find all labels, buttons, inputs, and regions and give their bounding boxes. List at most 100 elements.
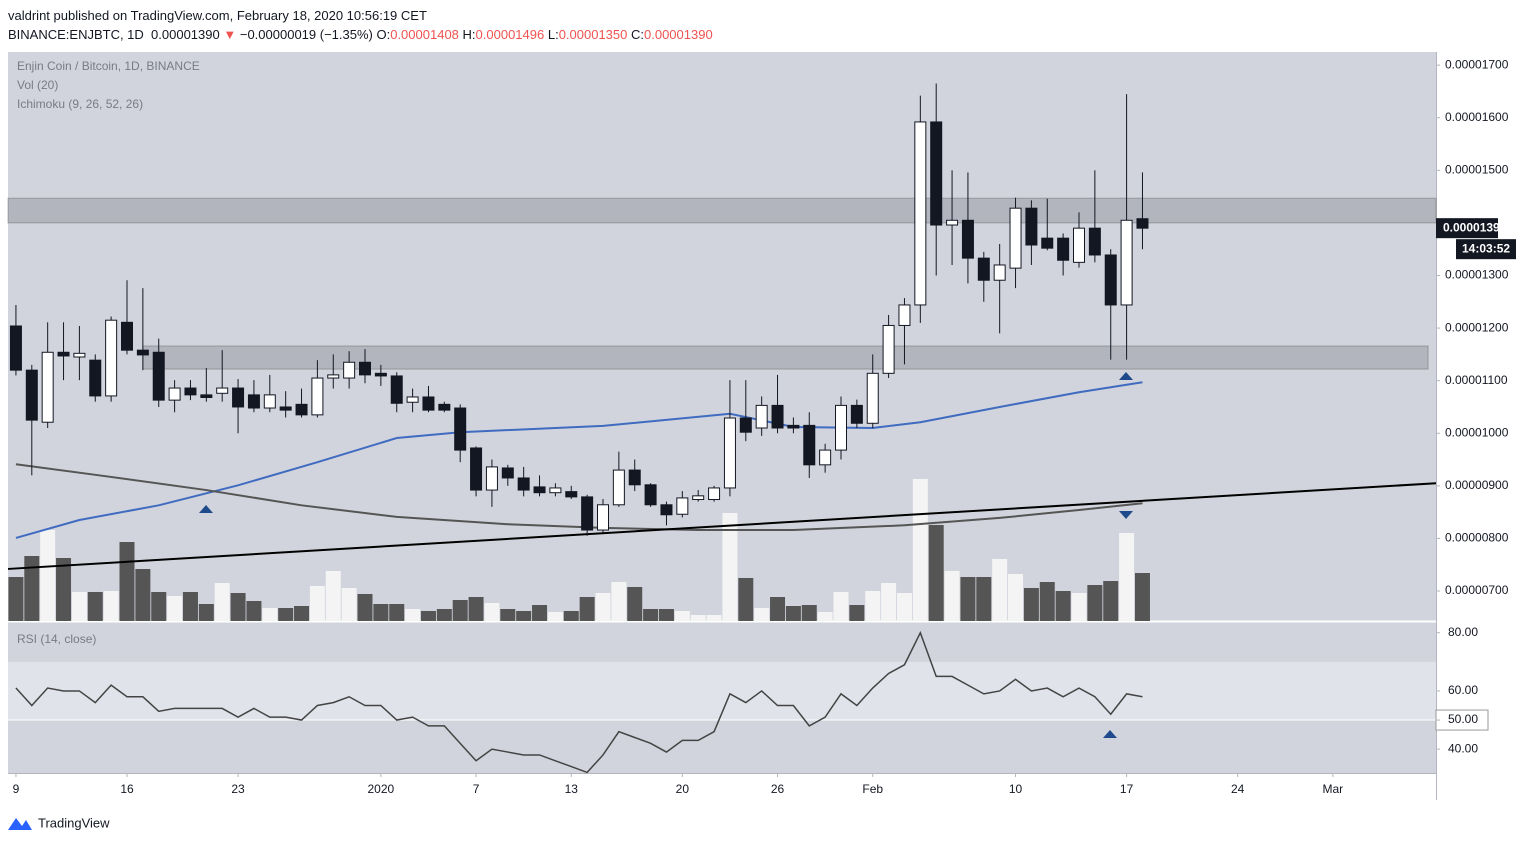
candle-body (422, 396, 435, 411)
volume-bar (706, 615, 722, 621)
header: valdrint published on TradingView.com, F… (8, 6, 713, 44)
x-tick-label: 17 (1120, 782, 1134, 796)
candle-body (755, 404, 768, 429)
x-tick-label: 10 (1009, 782, 1023, 796)
candle-body (660, 504, 673, 516)
volume-bar (690, 615, 706, 621)
candle-body (914, 121, 927, 306)
volume-bar (1055, 591, 1071, 621)
candle-body (930, 121, 943, 226)
volume-bar (1119, 533, 1135, 621)
candle-body (295, 403, 308, 416)
volume-bar (960, 577, 976, 621)
candle-body (279, 406, 292, 411)
volume-bar (516, 611, 532, 621)
volume-bar (1134, 573, 1150, 621)
candle-body (136, 349, 149, 356)
volume-bar (896, 593, 912, 621)
last-price-label: 0.00001390 (1443, 220, 1507, 234)
volume-bar (643, 609, 659, 621)
x-tick-label: 7 (473, 782, 480, 796)
candle-body (803, 424, 816, 466)
published-line: valdrint published on TradingView.com, F… (8, 8, 427, 23)
candle-body (676, 497, 689, 515)
volume-bar (1023, 588, 1039, 621)
volume-bar (658, 609, 674, 621)
volume-bar (294, 606, 310, 621)
candle-body (1120, 219, 1133, 306)
candle-body (1088, 227, 1101, 256)
candle-body (327, 374, 340, 379)
candle-body (565, 491, 578, 498)
o-key: O: (376, 27, 391, 42)
y-tick-label: 0.00000900 (1445, 478, 1509, 492)
volume-bar (579, 597, 595, 621)
countdown-box (1456, 239, 1516, 260)
candle-body (73, 352, 86, 358)
x-tick-label: 26 (771, 782, 785, 796)
volume-bar (944, 571, 960, 621)
candle-body (1073, 227, 1085, 263)
candle-body (247, 394, 260, 409)
x-tick-label: 9 (13, 782, 20, 796)
change: −0.00000019 (−1.35%) (239, 27, 373, 42)
volume-bar (24, 556, 40, 621)
candle-body (9, 325, 22, 371)
countdown: 14:03:52 (1462, 241, 1510, 255)
candle-body (977, 257, 990, 281)
y-tick-label: 0.00001200 (1445, 320, 1509, 334)
volume-bar (389, 604, 405, 621)
x-tick-label: 16 (120, 782, 134, 796)
trendline (7, 482, 1437, 570)
candle-body (708, 487, 721, 501)
volume-bar (87, 592, 103, 621)
volume-bar (214, 583, 230, 621)
candle-body (25, 369, 38, 421)
volume-bar (452, 600, 468, 621)
logo: TradingView (8, 815, 110, 830)
candle-body (1104, 254, 1117, 306)
arrow-marker (1119, 511, 1133, 519)
last-price-box (1436, 218, 1498, 239)
volume-bar (182, 592, 198, 621)
y-tick-label: 0.00001700 (1445, 57, 1509, 71)
candle-body (882, 324, 895, 374)
volume-bar (611, 582, 627, 621)
candle-body (866, 372, 879, 424)
x-tick-label: 2020 (368, 782, 395, 796)
candle-body (374, 372, 387, 377)
candle-body (517, 477, 530, 491)
zone (142, 345, 1429, 370)
volume-bar (865, 591, 881, 621)
candle-body (501, 467, 514, 479)
candle-body (1136, 218, 1149, 229)
volume-bar (785, 606, 801, 621)
volume-bar (674, 611, 690, 621)
volume-bar (595, 593, 611, 621)
volume-bar (198, 604, 214, 621)
volume-bar (563, 611, 579, 621)
volume-bar (627, 587, 643, 621)
candle-body (723, 417, 736, 489)
candle-body (470, 447, 483, 491)
volume-bar (262, 608, 278, 621)
candle-body (549, 487, 562, 494)
volume-bar (405, 609, 421, 621)
x-tick-label: Feb (862, 782, 883, 796)
rsi-legend: RSI (14, close) (17, 632, 96, 646)
candle-body (105, 319, 118, 397)
volume-bar (754, 608, 770, 621)
volume-bar (801, 605, 817, 621)
candle-body (485, 466, 498, 491)
volume-bar (151, 592, 167, 621)
y-tick-label: 0.00000700 (1445, 583, 1509, 597)
candle-body (612, 469, 625, 506)
volume-bar (992, 559, 1008, 621)
volume-bar (341, 588, 357, 621)
quote-line: BINANCE:ENJBTC, 1D 0.00001390 ▼ −0.00000… (8, 25, 713, 44)
candle-body (819, 449, 832, 466)
candle-body (200, 394, 213, 399)
candle-body (359, 361, 371, 376)
volume-bar (912, 479, 928, 621)
logo-icon (8, 818, 32, 830)
